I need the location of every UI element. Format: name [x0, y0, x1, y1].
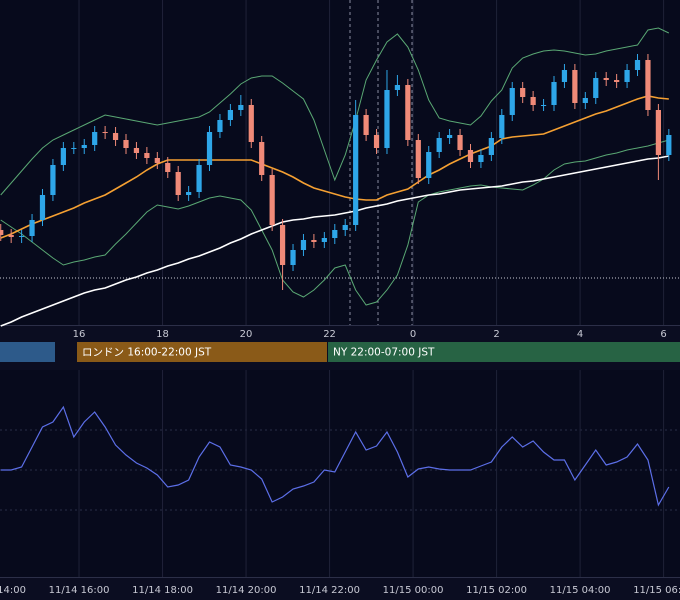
- candle-body: [29, 220, 35, 236]
- candle-body: [332, 230, 338, 238]
- candle-body: [593, 78, 599, 98]
- candle-body: [447, 135, 453, 138]
- candle-body: [478, 155, 484, 162]
- indicator-line: [0, 27, 670, 196]
- candle-body: [415, 140, 421, 178]
- candle-body: [405, 85, 411, 140]
- candle-body: [551, 82, 557, 105]
- x-tick-label: 11/15 04:00: [550, 585, 611, 596]
- candle-body: [300, 240, 307, 250]
- x-tick-label: 11/14 18:00: [132, 585, 193, 596]
- x-tick-label: 11/14 20:00: [216, 585, 277, 596]
- candle-body: [540, 105, 547, 106]
- candle-body: [426, 152, 432, 178]
- x-tick-label: 11/14 16:00: [49, 585, 110, 596]
- session-label: NY 22:00-07:00 JST: [333, 347, 435, 359]
- candle-body: [50, 165, 56, 195]
- x-tick-label: 0: [410, 329, 416, 340]
- candle-body: [8, 235, 14, 237]
- candle-body: [165, 163, 171, 172]
- candle-body: [603, 78, 609, 80]
- candle-body: [154, 158, 160, 163]
- candle-body: [227, 110, 233, 120]
- x-tick-label: 11/14 22:00: [299, 585, 360, 596]
- x-tick-label: 18: [156, 329, 169, 340]
- session-box: [77, 342, 327, 362]
- x-tick-label: 11/15 02:00: [466, 585, 527, 596]
- candle-body: [655, 110, 662, 155]
- candle-body: [488, 138, 494, 155]
- candle-body: [259, 142, 265, 175]
- x-tick-label: 20: [240, 329, 253, 340]
- candle-body: [530, 97, 536, 105]
- candle-body: [645, 60, 651, 110]
- candle-body: [144, 153, 150, 158]
- x-tick-label: 11/15 00:00: [383, 585, 444, 596]
- candle-body: [572, 70, 578, 103]
- candle-body: [0, 230, 4, 235]
- candle-body: [373, 135, 380, 148]
- candle-body: [269, 175, 275, 225]
- session-label: ロンドン 16:00-22:00 JST: [82, 347, 212, 359]
- candle-body: [634, 60, 641, 70]
- candle-body: [248, 105, 254, 142]
- candle-body: [614, 80, 620, 82]
- candle-body: [342, 225, 348, 230]
- candle-body: [624, 70, 630, 82]
- candle-body: [238, 105, 244, 110]
- session-box: [0, 342, 55, 362]
- x-tick-label: 2: [493, 329, 499, 340]
- candle-body: [123, 140, 129, 148]
- candle-body: [321, 238, 327, 242]
- oscillator-line: [0, 405, 670, 507]
- oscillator-panel: [0, 370, 680, 577]
- candle-body: [39, 195, 46, 220]
- x-tick-label: 22: [323, 329, 336, 340]
- candle-body: [363, 115, 369, 135]
- candle-body: [467, 150, 474, 162]
- x-tick-label: 16: [73, 329, 86, 340]
- candle-body: [81, 145, 87, 148]
- candle-body: [102, 132, 108, 133]
- candle-body: [279, 225, 286, 265]
- candle-body: [175, 172, 181, 195]
- x-tick-label: 4: [577, 329, 583, 340]
- candle-body: [206, 132, 213, 165]
- candle-body: [582, 98, 588, 103]
- candle-body: [384, 90, 390, 148]
- price-panel: [0, 0, 680, 325]
- candle-body: [520, 88, 526, 97]
- indicator-line: [0, 95, 669, 239]
- x-tick-label: 11/15 06:00: [633, 585, 680, 596]
- candle-body: [18, 236, 25, 237]
- candle-body: [353, 115, 359, 225]
- candle-body: [186, 192, 192, 195]
- candle-body: [133, 148, 140, 153]
- x-tick-label: 11/14 14:00: [0, 585, 26, 596]
- candle-body: [457, 135, 463, 150]
- candle-body: [71, 148, 77, 149]
- candle-body: [499, 115, 505, 138]
- candle-body: [436, 138, 442, 152]
- candle-body: [92, 132, 98, 145]
- candle-body: [311, 240, 317, 242]
- candle-body: [561, 70, 568, 82]
- x-tick-label: 6: [660, 329, 666, 340]
- indicator-line: [0, 155, 669, 327]
- candle-body: [666, 135, 672, 155]
- candle-body: [509, 88, 515, 115]
- candle-body: [112, 133, 119, 140]
- candle-body: [290, 250, 296, 265]
- candle-body: [217, 120, 223, 132]
- session-box: [328, 342, 680, 362]
- candle-body: [196, 165, 202, 192]
- indicator-line: [0, 139, 669, 306]
- candle-body: [394, 85, 401, 90]
- candle-body: [60, 148, 66, 165]
